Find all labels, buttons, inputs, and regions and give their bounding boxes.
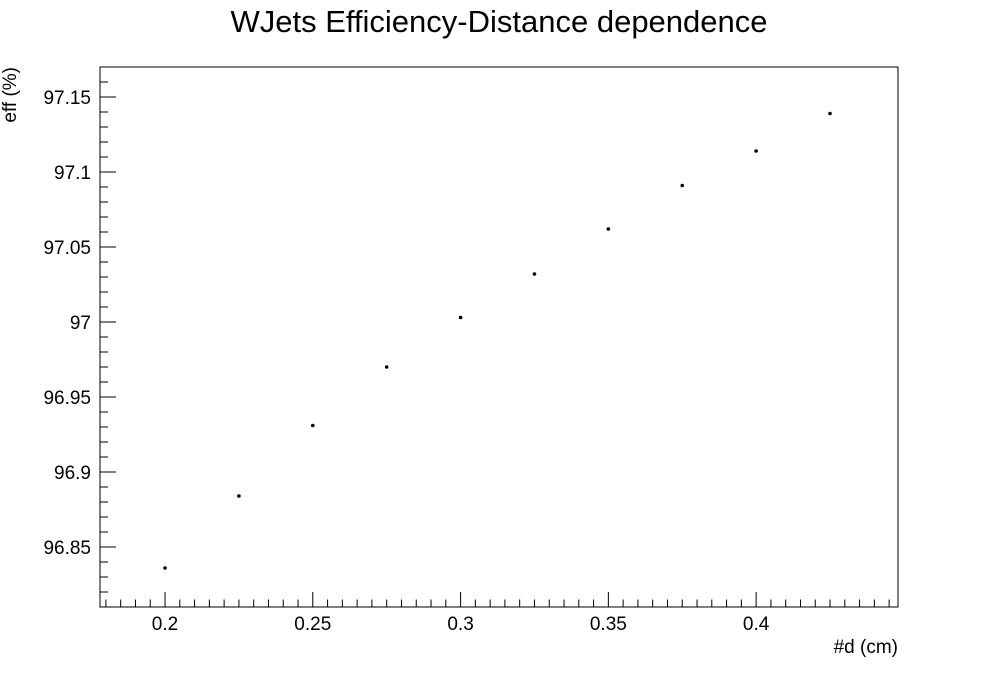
data-point: [458, 315, 463, 320]
x-tick-label: 0.2: [152, 614, 178, 635]
x-axis-tick-labels: 0.2 0.25 0.3 0.35 0.4: [152, 614, 770, 635]
x-axis-ticks: [105, 592, 890, 607]
data-point: [311, 423, 315, 428]
data-point: [828, 111, 832, 116]
data-point: [384, 365, 389, 369]
data-point: [532, 272, 537, 276]
y-axis-tick-labels: 96.85 96.9 96.95 97 97.05 97.1 97.15: [43, 88, 91, 559]
y-tick-label: 97.1: [54, 163, 91, 184]
y-axis-ticks: [100, 66, 116, 608]
data-point: [163, 566, 167, 570]
data-point: [754, 149, 758, 153]
x-axis-label: #d (cm): [834, 637, 898, 658]
data-point: [237, 494, 241, 498]
y-tick-label: 97.05: [43, 238, 91, 259]
y-axis-label: eff (%): [0, 67, 21, 123]
x-tick-label: 0.25: [294, 614, 331, 635]
y-tick-label: 97.15: [43, 88, 91, 109]
x-tick-label: 0.4: [743, 614, 770, 635]
data-point: [680, 183, 685, 188]
y-tick-label: 96.85: [43, 538, 91, 559]
x-tick-label: 0.35: [590, 614, 627, 635]
data-point: [606, 227, 611, 231]
data-points: [163, 111, 832, 570]
y-tick-label: 96.95: [43, 388, 91, 409]
y-tick-label: 96.9: [54, 463, 91, 484]
y-tick-label: 97: [70, 313, 91, 334]
chart-title: WJets Efficiency-Distance dependence: [230, 4, 767, 39]
x-tick-label: 0.3: [447, 614, 473, 635]
